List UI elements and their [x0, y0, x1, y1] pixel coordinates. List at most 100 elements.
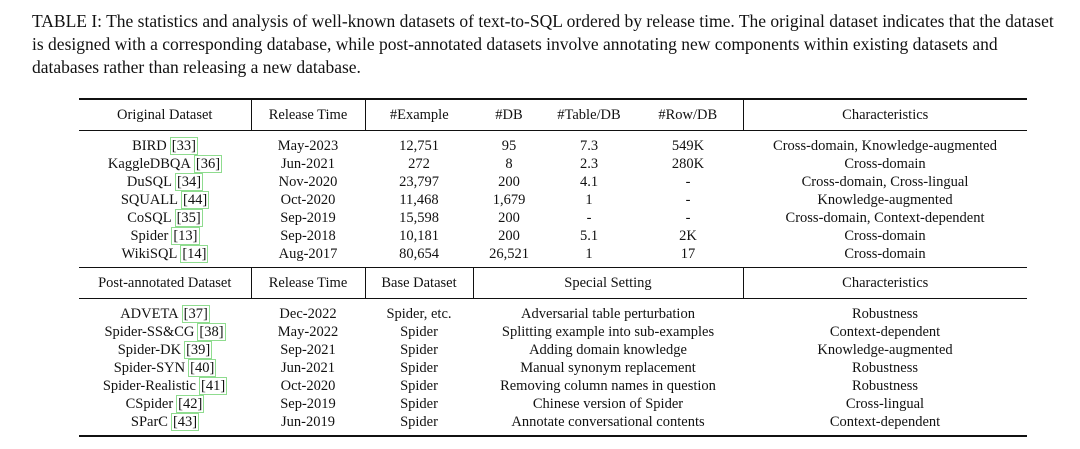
- dataset-name-cell: CSpider [42]: [79, 395, 251, 413]
- db-count-cell: 200: [498, 228, 520, 244]
- table-row: Spider-Realistic [41] Oct-2020 Spider Removi…: [79, 377, 1027, 395]
- release-time-cell: Oct-2020: [280, 378, 336, 394]
- header-cell: #Row/DB: [633, 98, 743, 131]
- dataset-name-cell: CoSQL [35]: [79, 209, 251, 227]
- characteristics-cell: Robustness: [851, 378, 919, 394]
- release-time-cell: Sep-2021: [280, 342, 336, 358]
- table-caption: TABLE I: The statistics and analysis of …: [32, 11, 1054, 77]
- dataset-name: BIRD: [132, 138, 167, 154]
- table-per-db-cell: -: [586, 210, 592, 226]
- release-time-cell: Nov-2020: [278, 174, 338, 190]
- citation-link[interactable]: [13]: [171, 227, 200, 245]
- header-cell: #Example: [364, 98, 473, 131]
- example-count-cell: 80,654: [399, 246, 439, 262]
- dataset-name-cell: KaggleDBQA [36]: [79, 155, 251, 173]
- dataset-name: CSpider: [125, 396, 174, 412]
- header-cell: Post-annotated Dataset: [79, 267, 251, 299]
- special-setting-cell: Chinese version of Spider: [532, 396, 684, 412]
- dataset-name-cell: Spider-SYN [40]: [79, 359, 251, 377]
- dataset-name: KaggleDBQA: [107, 156, 191, 172]
- dataset-name: SParC: [130, 414, 168, 430]
- release-time-cell: Dec-2022: [279, 306, 337, 322]
- characteristics-cell: Knowledge-augmented: [817, 342, 953, 358]
- dataset-name: DuSQL: [126, 174, 172, 190]
- characteristics-cell: Knowledge-augmented: [817, 192, 953, 208]
- db-count-cell: 200: [498, 210, 520, 226]
- dataset-name: ADVETA: [120, 306, 179, 322]
- characteristics-cell: Context-dependent: [829, 324, 941, 340]
- dataset-name-cell: Spider-DK [39]: [79, 341, 251, 359]
- table-per-db-cell: 4.1: [579, 174, 599, 190]
- table-row: KaggleDBQA [36] Jun-2021 272 8 2.3 280K Cross-d…: [79, 155, 1027, 173]
- citation-link[interactable]: [33]: [169, 137, 198, 155]
- base-dataset-cell: Spider: [400, 324, 438, 340]
- characteristics-cell: Cross-domain, Context-dependent: [785, 210, 985, 226]
- header-cell: Special Setting: [472, 267, 743, 299]
- dataset-name: WikiSQL: [121, 246, 178, 262]
- table-row: ADVETA [37] Dec-2022 Spider, etc. Adversaria…: [79, 299, 1027, 323]
- dataset-name: CoSQL: [127, 210, 172, 226]
- header-cell: Characteristics: [742, 98, 1027, 131]
- release-time-cell: Jun-2021: [281, 360, 335, 376]
- citation-link[interactable]: [40]: [188, 359, 217, 377]
- row-per-db-cell: -: [685, 210, 691, 226]
- citation-link[interactable]: [38]: [197, 323, 226, 341]
- dataset-name-cell: SQUALL [44]: [79, 191, 251, 209]
- citation-link[interactable]: [42]: [176, 395, 205, 413]
- citation-link[interactable]: [44]: [181, 191, 210, 209]
- example-count-cell: 10,181: [399, 228, 439, 244]
- release-time-cell: Jun-2019: [251, 413, 365, 437]
- characteristics-cell: Cross-domain, Cross-lingual: [801, 174, 969, 190]
- characteristics-cell: Cross-domain: [844, 228, 926, 244]
- header-cell: Base Dataset: [364, 267, 473, 299]
- table-row: Spider-SS&CG [38] May-2022 Spider Splitting …: [79, 323, 1027, 341]
- header-cell: Original Dataset: [79, 98, 251, 131]
- characteristics-cell: Cross-domain, Knowledge-augmented: [773, 138, 997, 154]
- dataset-name-cell: ADVETA [37]: [79, 299, 251, 323]
- characteristics-cell: Cross-domain: [844, 246, 926, 262]
- base-dataset-cell: Spider: [400, 360, 438, 376]
- table-row: SParC [43] Jun-2019 Spider Annotate conversa…: [79, 413, 1027, 437]
- table-row: CoSQL [35] Sep-2019 15,598 200 - - Cross-domain…: [79, 209, 1027, 227]
- table-row: WikiSQL [14] Aug-2017 80,654 26,521 1 17 Cross-…: [79, 245, 1027, 268]
- special-setting-cell: Removing column names in question: [500, 378, 716, 394]
- special-setting-cell: Splitting example into sub-examples: [501, 324, 715, 340]
- release-time-cell: Jun-2021: [281, 156, 335, 172]
- example-count-cell: 15,598: [399, 210, 439, 226]
- dataset-name-cell: Spider-SS&CG [38]: [79, 323, 251, 341]
- characteristics-cell: Robustness: [851, 360, 919, 376]
- db-count-cell: 1,679: [492, 192, 526, 208]
- release-time-cell: Aug-2017: [278, 246, 338, 262]
- citation-link[interactable]: [39]: [184, 341, 213, 359]
- header-cell: #Table/DB: [545, 98, 633, 131]
- table-per-db-cell: 2.3: [579, 156, 599, 172]
- dataset-name-cell: Spider [13]: [79, 227, 251, 245]
- dataset-name: Spider-DK: [117, 342, 182, 358]
- citation-link[interactable]: [35]: [174, 209, 203, 227]
- citation-link[interactable]: [34]: [174, 173, 204, 191]
- special-setting-cell: Adversarial table perturbation: [521, 306, 695, 322]
- characteristics-cell: Context-dependent: [743, 413, 1027, 437]
- example-count-cell: 11,468: [399, 192, 439, 208]
- table-row: CSpider [42] Sep-2019 Spider Chinese version…: [79, 395, 1027, 413]
- db-count-cell: 8: [505, 156, 513, 172]
- dataset-name-cell: Spider-Realistic [41]: [79, 377, 251, 395]
- row-per-db-cell: 280K: [671, 156, 705, 172]
- citation-link[interactable]: [37]: [181, 305, 210, 323]
- dataset-name: Spider-SYN: [113, 360, 186, 376]
- characteristics-cell: Cross-lingual: [845, 396, 925, 412]
- release-time-cell: Sep-2019: [280, 210, 336, 226]
- citation-link[interactable]: [43]: [170, 413, 200, 431]
- header-cell: #DB: [473, 98, 545, 131]
- table-row: Spider-SYN [40] Jun-2021 Spider Manual synon…: [79, 359, 1027, 377]
- characteristics-cell: Robustness: [851, 306, 919, 322]
- citation-link[interactable]: [41]: [198, 377, 228, 395]
- characteristics-cell: Cross-domain: [844, 156, 926, 172]
- dataset-name-cell: BIRD [33]: [79, 131, 251, 155]
- dataset-name: Spider-SS&CG: [104, 324, 195, 340]
- dataset-name-cell: DuSQL [34]: [79, 173, 251, 191]
- citation-link[interactable]: [36]: [193, 155, 223, 173]
- row-per-db-cell: 549K: [671, 138, 705, 154]
- table-row: Spider [13] Sep-2018 10,181 200 5.1 2K Cross-do…: [79, 227, 1027, 245]
- citation-link[interactable]: [14]: [180, 245, 209, 263]
